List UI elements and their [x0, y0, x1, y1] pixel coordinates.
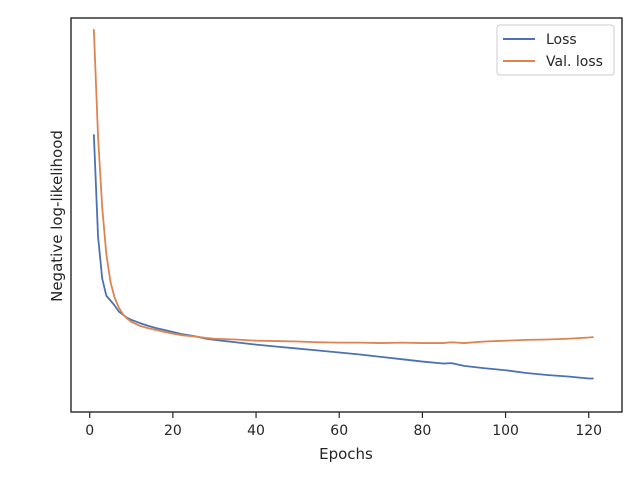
y-axis-label: Negative log-likelihood: [48, 130, 66, 302]
legend-box: [496, 24, 615, 76]
x-tick-label: 120: [575, 423, 602, 439]
x-tick-label: 80: [413, 423, 431, 439]
x-tick-label: 20: [164, 423, 182, 439]
x-tick-label: 0: [85, 423, 94, 439]
x-axis: 0 20 40 60 80 100 120: [85, 412, 602, 439]
series-line-val-loss: [92, 28, 594, 344]
legend-label-val-loss: Val. loss: [546, 54, 603, 70]
plot-area: [70, 17, 623, 413]
axes-frame: [70, 17, 623, 413]
x-tick-label: 100: [492, 423, 519, 439]
x-tick-label: 60: [330, 423, 348, 439]
x-tick-label: 40: [247, 423, 265, 439]
legend-label-loss: Loss: [546, 32, 577, 48]
series-line-loss: [92, 134, 594, 380]
legend: Loss Val. loss: [496, 24, 615, 76]
x-axis-label: Epochs: [319, 445, 373, 463]
